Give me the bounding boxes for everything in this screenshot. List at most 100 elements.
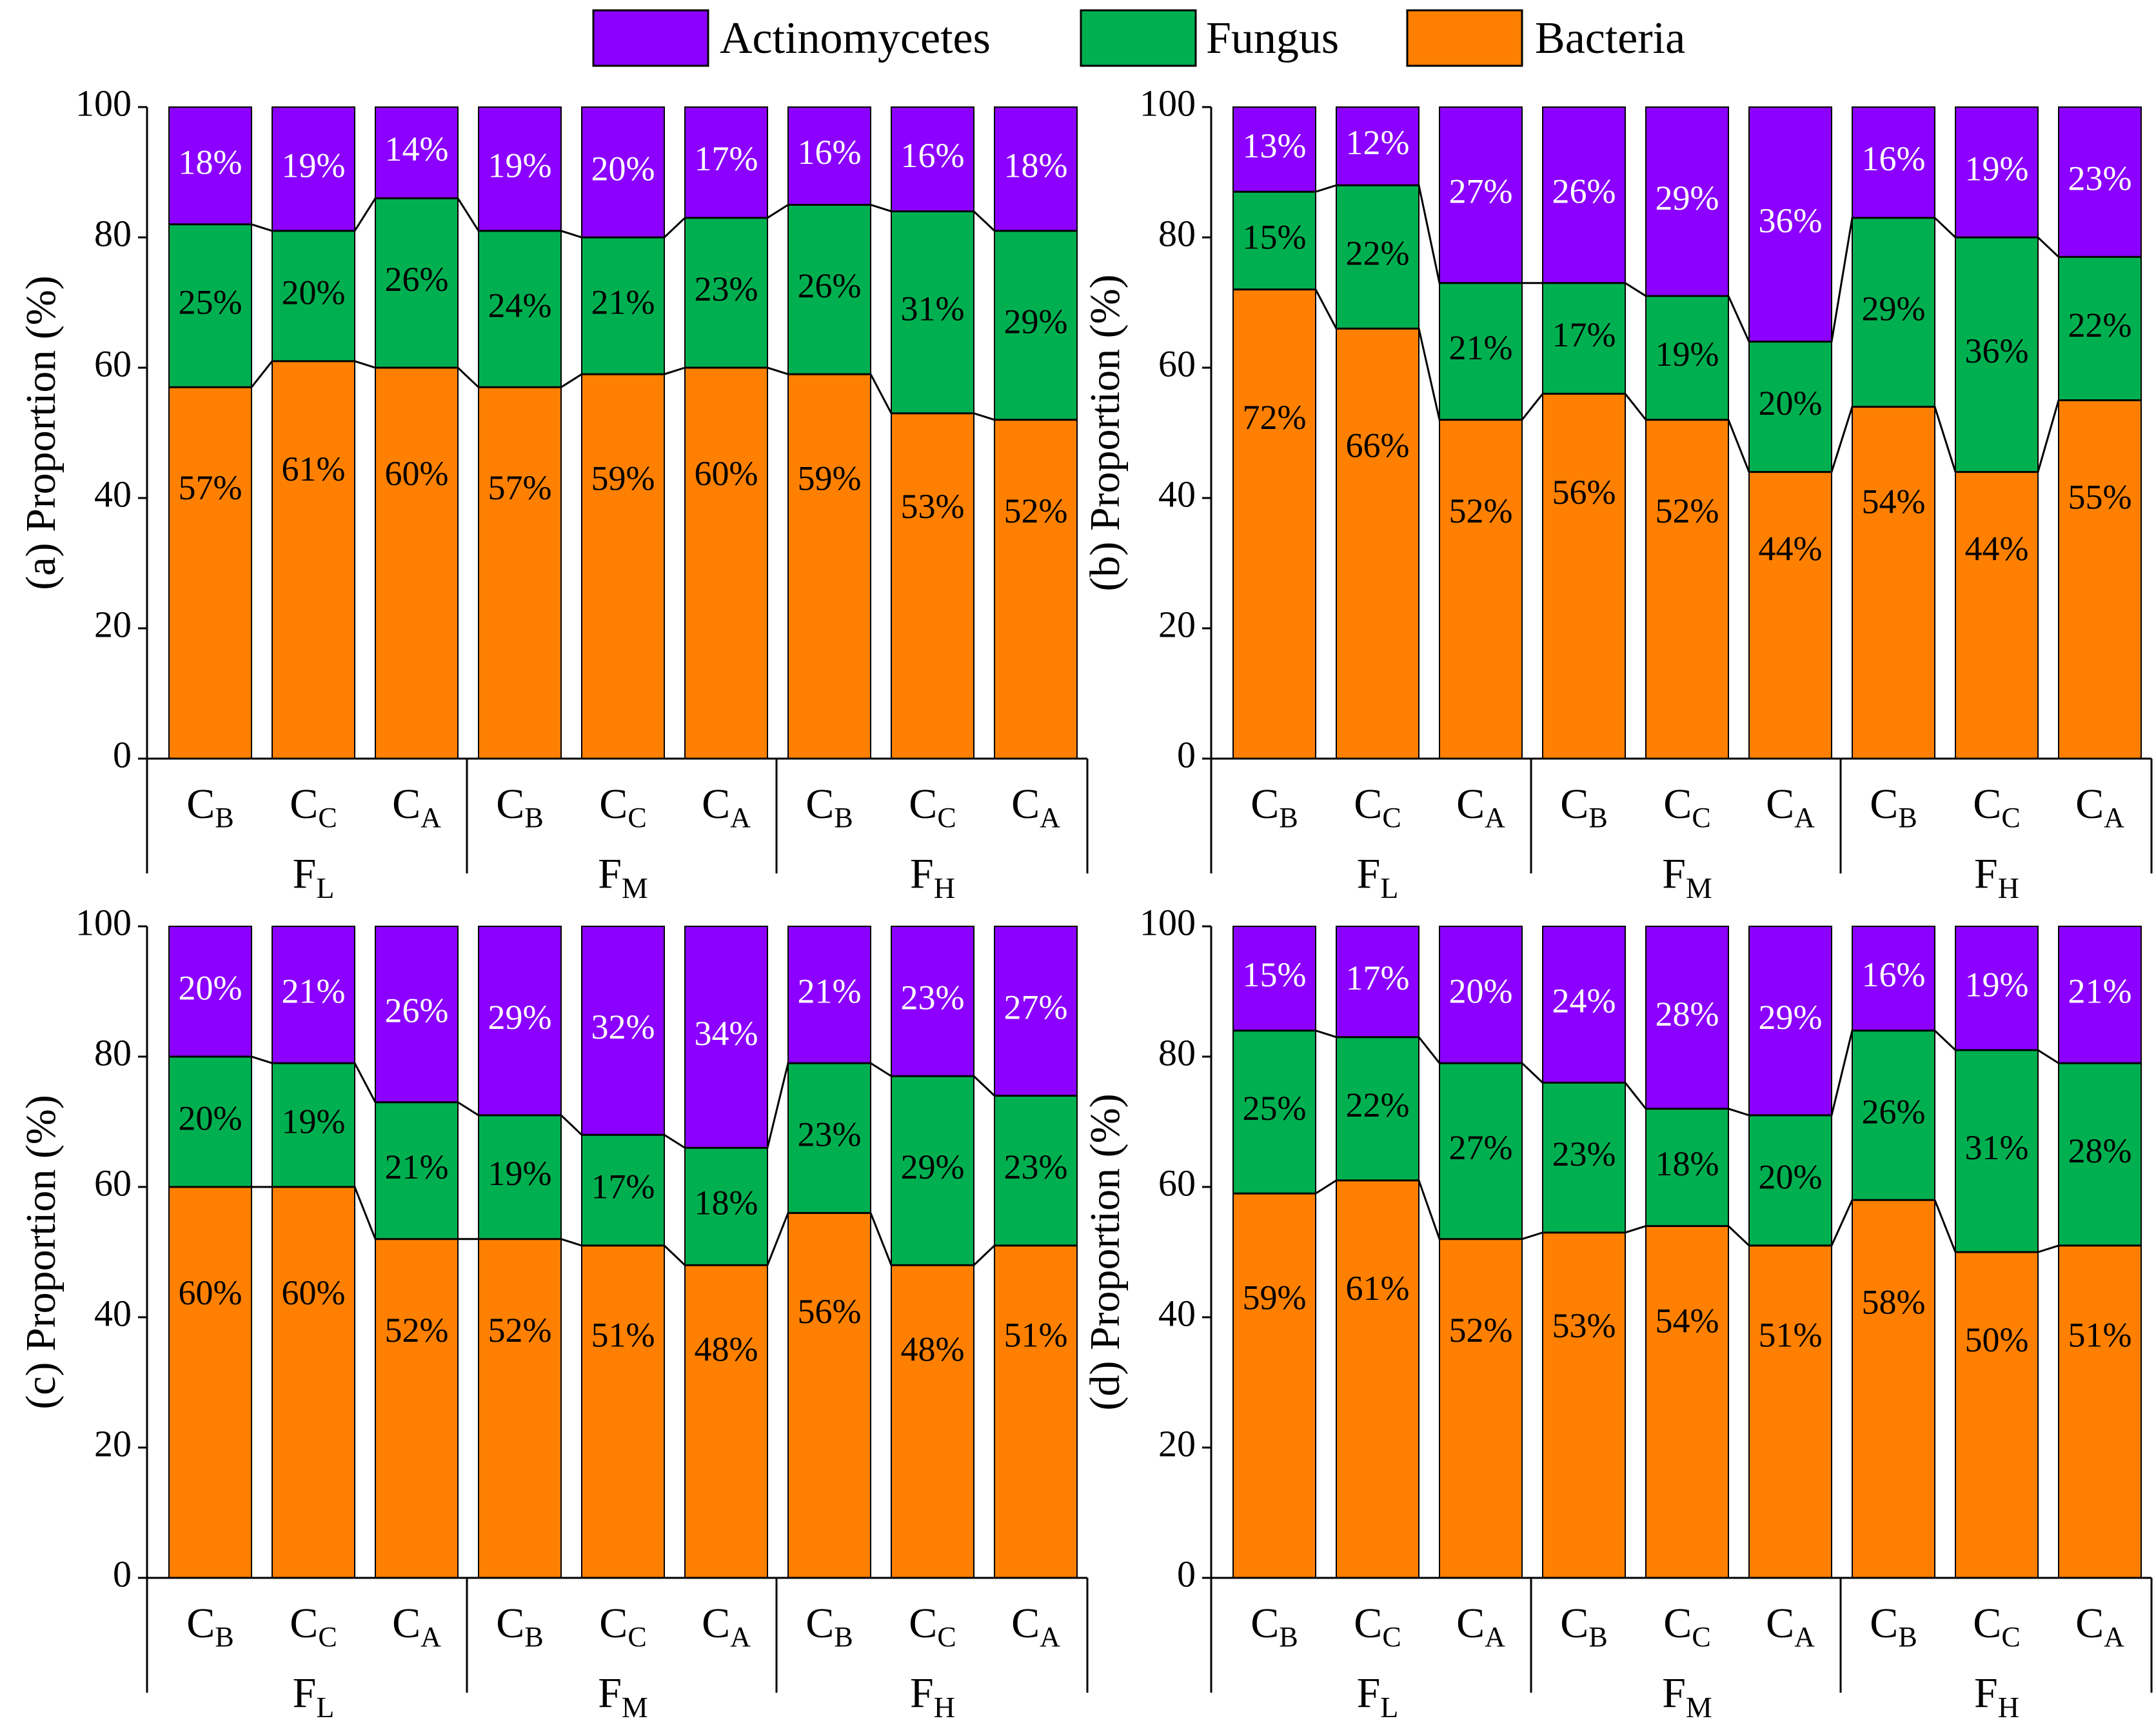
data-label-actinomycetes: 29% [1656, 179, 1719, 217]
bar-fungus [478, 1114, 562, 1240]
x-tick-label: CB [186, 1600, 233, 1653]
data-label-bacteria: 48% [695, 1330, 758, 1368]
bar-fungus [581, 237, 665, 375]
bar-fungus [1336, 1036, 1419, 1181]
bar-actinomycetes [994, 106, 1078, 232]
data-label-bacteria: 51% [2068, 1316, 2132, 1355]
group-label: FM [1662, 850, 1712, 904]
x-tick-label: CB [1870, 1600, 1917, 1653]
bar-fungus [272, 1062, 355, 1188]
data-label-fungus: 29% [1862, 290, 1926, 328]
y-axis-title: (c) Proportion (%) [17, 1095, 64, 1409]
data-label-bacteria: 59% [1243, 1278, 1307, 1317]
x-tick-label: CA [1011, 1600, 1060, 1653]
bar-bacteria [1645, 1225, 1729, 1579]
data-label-fungus: 22% [2068, 306, 2132, 344]
data-label-bacteria: 51% [591, 1316, 655, 1355]
stack-connector-line [169, 360, 1077, 421]
bar-actinomycetes [1336, 106, 1419, 186]
bar-fungus [375, 1101, 459, 1240]
data-label-actinomycetes: 21% [2068, 971, 2132, 1010]
data-label-fungus: 23% [1004, 1148, 1068, 1186]
data-label-actinomycetes: 17% [1346, 959, 1410, 997]
data-label-fungus: 31% [901, 290, 965, 328]
bar-bacteria [272, 360, 355, 759]
x-tick-label: CB [186, 781, 233, 833]
data-label-bacteria: 44% [1759, 529, 1823, 568]
y-tick-label: 0 [113, 1553, 132, 1595]
bar-actinomycetes [1852, 106, 1935, 219]
y-axis-title: (a) Proportion (%) [17, 275, 64, 590]
data-label-fungus: 22% [1346, 1086, 1410, 1124]
group-label: FH [910, 850, 955, 904]
data-label-actinomycetes: 19% [282, 146, 346, 184]
data-label-fungus: 18% [1656, 1144, 1719, 1183]
data-label-fungus: 22% [1346, 234, 1410, 273]
data-label-bacteria: 52% [1656, 492, 1719, 530]
bar-actinomycetes [1336, 926, 1419, 1038]
bar-bacteria [1336, 328, 1419, 759]
data-label-fungus: 31% [1965, 1128, 2029, 1167]
legend-label-fungus: Fungus [1206, 14, 1339, 63]
bar-bacteria [1748, 471, 1832, 759]
data-label-fungus: 20% [282, 273, 346, 312]
bar-actinomycetes [891, 926, 974, 1077]
data-label-actinomycetes: 17% [695, 139, 758, 178]
data-label-fungus: 29% [901, 1148, 965, 1186]
bar-fungus [1232, 191, 1316, 290]
group-label: FH [1974, 850, 2019, 904]
bar-actinomycetes [168, 926, 252, 1057]
x-tick-label: CC [290, 781, 337, 833]
bar-actinomycetes [375, 926, 459, 1103]
data-label-bacteria: 51% [1004, 1316, 1068, 1355]
x-tick-label: CC [599, 1600, 646, 1653]
data-label-actinomycetes: 19% [1965, 149, 2029, 188]
panel-a: (a) Proportion (%) 0 20 40 60 80 100 57% 61% 60% 5… [17, 82, 1089, 904]
bar-bacteria [994, 419, 1078, 759]
bar-actinomycetes [1748, 926, 1832, 1116]
x-tick-label: CC [909, 1600, 956, 1653]
y-tick-label: 80 [1158, 212, 1196, 254]
bar-actinomycetes [581, 926, 665, 1136]
y-tick-label: 100 [1140, 82, 1196, 124]
x-tick-label: CA [2075, 781, 2124, 833]
x-tick-label: CB [1251, 1600, 1298, 1653]
x-tick-label: CB [496, 1600, 543, 1653]
y-tick-label: 60 [94, 343, 132, 384]
bar-fungus [1955, 1049, 2039, 1253]
bar-actinomycetes [1955, 106, 2039, 238]
bar-fungus [1232, 1030, 1316, 1195]
group-label: FM [598, 1669, 648, 1723]
data-label-actinomycetes: 21% [798, 971, 862, 1010]
data-label-fungus: 19% [488, 1154, 552, 1193]
bar-actinomycetes [1232, 926, 1316, 1031]
bar-actinomycetes [787, 106, 871, 206]
bar-bacteria [1232, 288, 1316, 759]
x-tick-label: CA [2075, 1600, 2124, 1653]
stack-connector-line [1233, 1030, 2141, 1117]
bar-fungus [375, 197, 459, 368]
data-label-fungus: 15% [1243, 217, 1307, 256]
bar-actinomycetes [684, 106, 768, 219]
data-label-actinomycetes: 21% [282, 971, 346, 1010]
stack-connector-line [169, 1055, 1077, 1149]
data-label-actinomycetes: 28% [1656, 995, 1719, 1033]
data-label-actinomycetes: 27% [1449, 172, 1513, 211]
x-tick-label: CB [496, 781, 543, 833]
bar-bacteria [684, 1264, 768, 1579]
data-label-bacteria: 52% [1004, 492, 1068, 530]
data-label-bacteria: 60% [385, 454, 449, 493]
data-label-actinomycetes: 18% [1004, 146, 1068, 184]
data-label-bacteria: 60% [179, 1273, 242, 1312]
group-label: FL [293, 1669, 335, 1723]
x-tick-label: CB [1870, 781, 1917, 833]
x-tick-label: CB [806, 1600, 853, 1653]
data-label-actinomycetes: 16% [1862, 955, 1926, 994]
data-label-actinomycetes: 13% [1243, 126, 1307, 165]
bar-fungus [684, 1147, 768, 1266]
bar-fungus [2058, 256, 2142, 401]
bar-bacteria [375, 1238, 459, 1579]
legend-label-actinomycetes: Actinomycetes [720, 14, 991, 63]
y-tick-label: 80 [1158, 1031, 1196, 1073]
legend: Actinomycetes Fungus Bacteria [592, 9, 1685, 67]
